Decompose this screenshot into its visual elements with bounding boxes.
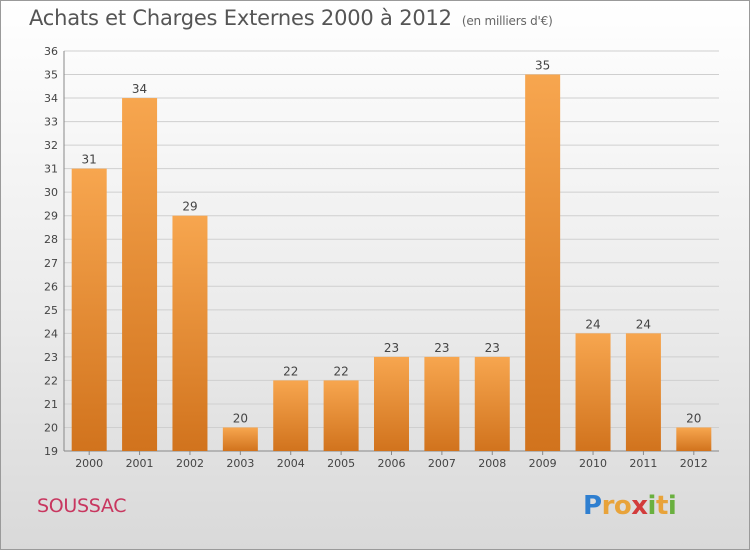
x-tick-label: 2009	[529, 457, 557, 470]
bar	[172, 215, 208, 451]
data-label: 22	[333, 364, 348, 378]
chart-title: Achats et Charges Externes 2000 à 2012 (e…	[29, 6, 553, 30]
y-tick-label: 29	[44, 210, 58, 223]
x-tick-label: 2012	[680, 457, 708, 470]
data-label: 20	[686, 411, 701, 425]
bar	[575, 333, 611, 451]
y-tick-label: 19	[44, 445, 58, 458]
bar	[273, 380, 309, 451]
y-tick-label: 25	[44, 304, 58, 317]
y-tick-label: 24	[44, 327, 58, 340]
y-tick-label: 23	[44, 351, 58, 364]
data-label: 34	[132, 82, 147, 96]
y-tick-label: 21	[44, 398, 58, 411]
data-label: 24	[585, 317, 600, 331]
x-tick-label: 2007	[428, 457, 456, 470]
y-tick-label: 20	[44, 421, 58, 434]
y-tick-label: 36	[44, 45, 58, 58]
bars	[71, 74, 712, 451]
data-label: 24	[636, 317, 651, 331]
x-tick-label: 2011	[629, 457, 657, 470]
data-label: 23	[485, 341, 500, 355]
tick-labels: 19 20 21 22 23 24 25 26 27 28 29 30 31 32 33 34 35 36 2000…	[44, 45, 708, 470]
x-tick-label: 2001	[126, 457, 154, 470]
y-tick-label: 26	[44, 280, 58, 293]
y-tick-label: 31	[44, 163, 58, 176]
x-tick-label: 2000	[75, 457, 103, 470]
proxiti-logo: Proxiti	[583, 491, 677, 521]
y-tick-label: 27	[44, 257, 58, 270]
bar	[625, 333, 661, 451]
data-label: 29	[182, 200, 197, 214]
commune-name: SOUSSAC	[37, 495, 127, 517]
y-tick-label: 32	[44, 139, 58, 152]
y-tick-label: 35	[44, 69, 58, 82]
data-label: 20	[233, 411, 248, 425]
x-tick-label: 2006	[378, 457, 406, 470]
data-label: 22	[283, 364, 298, 378]
x-tick-label: 2003	[226, 457, 254, 470]
y-tick-label: 34	[44, 92, 58, 105]
x-tick-label: 2008	[478, 457, 506, 470]
bar	[323, 380, 359, 451]
value-labels: 31 34 29 20 22 22 23 23 23 35 24 24 20	[82, 59, 702, 426]
bar	[474, 356, 510, 451]
bar	[71, 168, 107, 451]
data-label: 23	[384, 341, 399, 355]
bar	[122, 98, 158, 451]
bar	[424, 356, 460, 451]
bar	[676, 427, 712, 451]
y-tick-label: 28	[44, 233, 58, 246]
x-tick-label: 2005	[327, 457, 355, 470]
title-unit: (en milliers d'€)	[461, 14, 553, 28]
y-tick-label: 22	[44, 374, 58, 387]
x-tick-label: 2010	[579, 457, 607, 470]
bar	[525, 74, 561, 451]
title-text: Achats et Charges Externes 2000 à 2012	[29, 6, 452, 30]
bar	[222, 427, 258, 451]
x-tick-label: 2002	[176, 457, 204, 470]
y-tick-label: 33	[44, 116, 58, 129]
data-label: 35	[535, 59, 550, 73]
bar	[374, 356, 409, 451]
data-label: 23	[434, 341, 449, 355]
x-tick-label: 2004	[277, 457, 305, 470]
data-label: 31	[82, 153, 97, 167]
y-tick-label: 30	[44, 186, 58, 199]
